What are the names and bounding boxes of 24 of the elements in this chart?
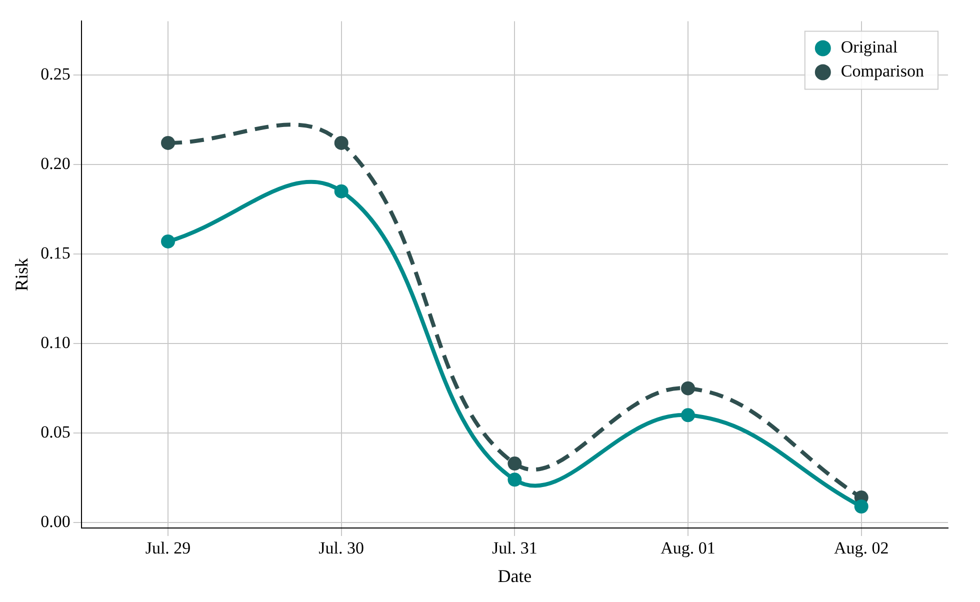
- x-tick-label: Jul. 30: [318, 538, 364, 558]
- point: [334, 136, 348, 150]
- y-tick-label: 0.15: [40, 243, 70, 262]
- y-axis-title: Risk: [12, 258, 32, 292]
- y-tick-label: 0.20: [40, 154, 70, 173]
- x-tick-label: Jul. 31: [492, 538, 538, 558]
- point: [161, 234, 176, 248]
- x-axis-title: Date: [498, 566, 532, 586]
- x-tick-label: Aug. 01: [660, 538, 716, 558]
- point: [508, 456, 522, 471]
- x-tick-label: Jul. 29: [145, 538, 191, 558]
- point: [508, 472, 522, 487]
- y-tick-label: 0.00: [40, 512, 70, 532]
- point: [681, 408, 696, 422]
- legend-label: Comparison: [840, 62, 924, 81]
- point: [681, 381, 696, 396]
- y-tick-label: 0.05: [40, 422, 70, 442]
- y-tick-label: 0.10: [40, 333, 70, 352]
- x-tick-label: Aug. 02: [834, 538, 889, 558]
- point: [854, 500, 868, 514]
- point: [161, 136, 176, 150]
- y-tick-label: 0.25: [40, 64, 70, 84]
- point: [334, 184, 348, 198]
- legend-label: Original: [840, 38, 898, 57]
